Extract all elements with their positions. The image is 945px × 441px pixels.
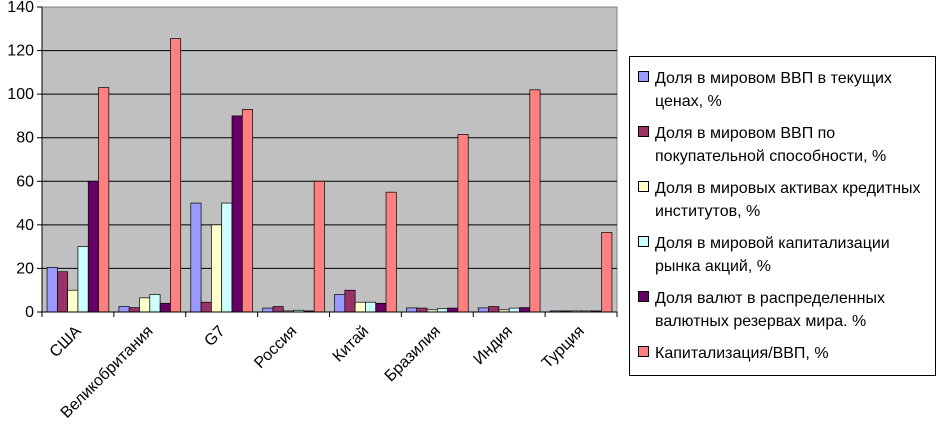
bar	[118, 306, 130, 313]
x-tick-label: США	[47, 323, 85, 361]
bar	[87, 180, 99, 313]
legend-item: Доля в мировой капитализации рынка акций…	[638, 232, 929, 278]
x-tick-label: Бразилия	[382, 323, 444, 385]
bar	[508, 307, 520, 313]
bar	[200, 301, 212, 313]
plot-area	[41, 6, 618, 313]
bar	[170, 38, 182, 313]
bar	[272, 306, 284, 313]
y-tick-label: 80	[16, 130, 34, 147]
y-tick-label: 40	[16, 217, 34, 234]
bar	[385, 191, 397, 313]
bar	[406, 307, 418, 313]
bar	[313, 180, 325, 313]
bar	[231, 115, 243, 313]
y-tick-label: 60	[16, 173, 34, 190]
bar	[98, 87, 110, 313]
y-tick-label: 20	[16, 260, 34, 277]
legend-item: Доля валют в распределенных валютных рез…	[638, 287, 929, 333]
legend: Доля в мировом ВВП в текущих ценах, % До…	[629, 56, 936, 376]
bar	[159, 302, 171, 313]
bar	[375, 302, 387, 313]
x-tick-label: G7	[201, 323, 228, 350]
legend-item: Доля в мировом ВВП в текущих ценах, %	[638, 67, 929, 113]
bar	[529, 89, 541, 313]
bar	[488, 306, 500, 313]
legend-swatch	[638, 126, 649, 137]
bar	[139, 297, 151, 313]
legend-label: Капитализация/ВВП, %	[655, 345, 829, 362]
bar	[56, 271, 68, 313]
x-tick-label: Россия	[251, 323, 300, 372]
bar	[211, 224, 223, 313]
x-tick-label: Китай	[330, 323, 373, 366]
bars	[46, 38, 613, 313]
y-tick-label: 0	[25, 304, 34, 321]
bar	[46, 266, 58, 313]
bar	[334, 294, 346, 313]
bar	[149, 294, 161, 313]
bar	[77, 246, 89, 313]
bar	[354, 301, 366, 313]
bar	[67, 289, 79, 313]
bar	[365, 301, 377, 313]
legend-swatch	[638, 346, 649, 357]
bar	[262, 307, 274, 313]
bar	[221, 202, 233, 313]
legend-item: Доля в мировом ВВП по покупательной спос…	[638, 122, 929, 168]
y-tick-label: 140	[7, 0, 34, 16]
bar	[344, 289, 356, 313]
bar	[241, 109, 253, 313]
bar	[519, 307, 531, 313]
bar	[190, 202, 202, 313]
bar	[447, 307, 459, 313]
legend-label: Доля валют в распределенных валютных рез…	[655, 290, 885, 330]
gridlines	[42, 50, 617, 269]
x-tick-label: Индия	[471, 323, 516, 368]
legend-item: Капитализация/ВВП, %	[638, 342, 929, 365]
bar	[477, 307, 489, 313]
legend-swatch	[638, 291, 649, 302]
axes	[37, 6, 618, 317]
bar	[457, 134, 469, 313]
x-tick-label: Турция	[539, 323, 588, 372]
bar	[128, 307, 140, 313]
y-tick-labels: 0 20 40 60 80 100 120 140	[7, 0, 34, 321]
legend-item: Доля в мировых активах кредитных институ…	[638, 177, 929, 223]
y-tick-label: 100	[7, 86, 34, 103]
legend-swatch	[638, 71, 649, 82]
legend-swatch	[638, 236, 649, 247]
legend-label: Доля в мировых активах кредитных институ…	[655, 180, 921, 220]
bar	[601, 232, 613, 313]
legend-label: Доля в мировом ВВП в текущих ценах, %	[655, 70, 892, 110]
legend-label: Доля в мировом ВВП по покупательной спос…	[655, 125, 887, 165]
bar	[416, 307, 428, 313]
y-tick-label: 120	[7, 43, 34, 60]
legend-label: Доля в мировой капитализации рынка акций…	[655, 235, 890, 275]
legend-swatch	[638, 181, 649, 192]
